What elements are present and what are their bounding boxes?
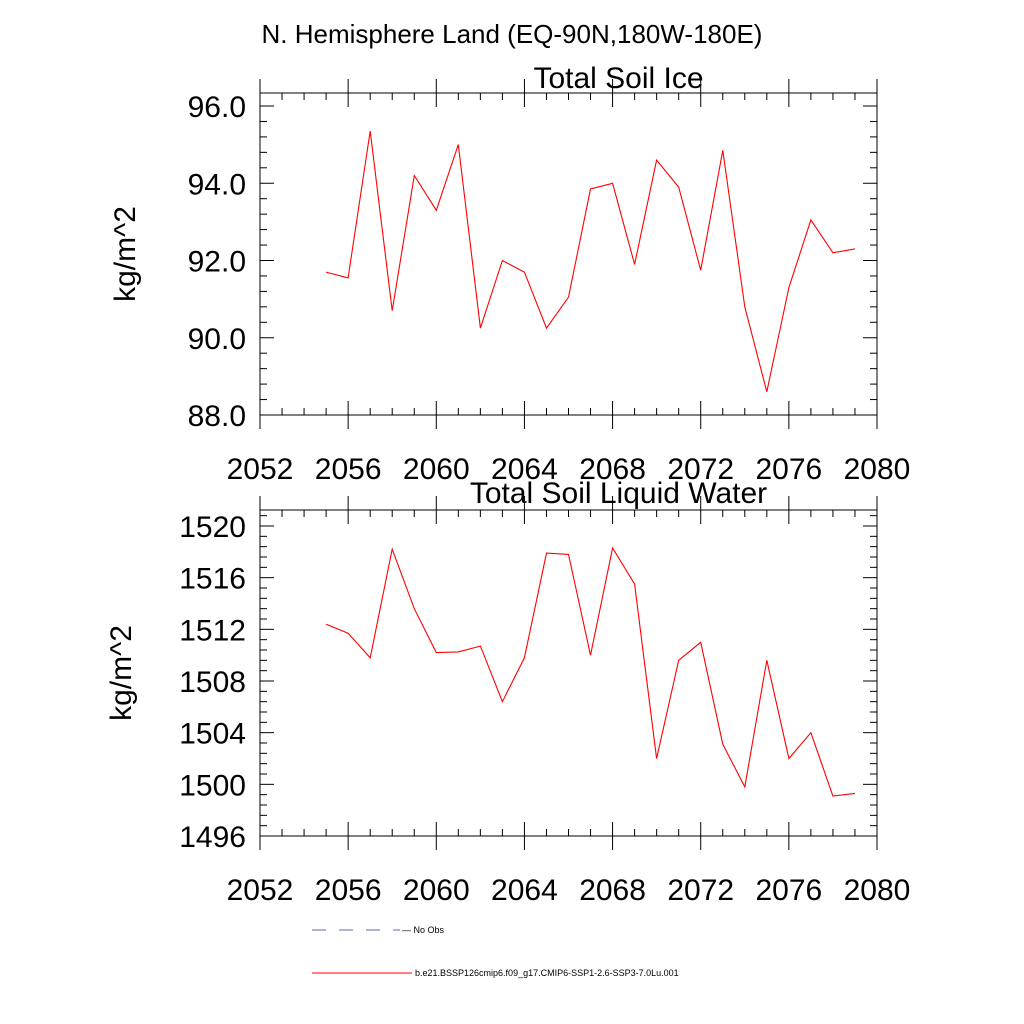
x-tick-label: 2060 — [403, 874, 470, 907]
y-tick-label: 1500 — [179, 769, 246, 802]
x-tick-label: 2068 — [579, 453, 646, 486]
y-tick-label: 92.0 — [188, 246, 246, 279]
legend-label-no-obs: — No Obs — [402, 925, 445, 935]
legend: — No Obs b.e21.BSSP126cmip6.f09_g17.CMIP6… — [312, 925, 679, 978]
x-tick-label: 2068 — [579, 874, 646, 907]
x-tick-label: 2076 — [755, 874, 822, 907]
chart-panels: Total Soil Ice kg/m^2 88.0 90.0 92.0 94.0 96.0… — [105, 62, 910, 907]
plot-frame — [259, 92, 878, 416]
x-tick-label: 2076 — [755, 453, 822, 486]
x-tick-label: 2056 — [315, 453, 382, 486]
y-tick-label: 1512 — [179, 614, 246, 647]
y-tick-label: 1520 — [179, 511, 246, 544]
x-tick-label: 2064 — [491, 453, 558, 486]
y-axis-label: kg/m^2 — [105, 625, 138, 721]
chart-panel-1: Total Soil Ice kg/m^2 88.0 90.0 92.0 94.0 96.0… — [109, 62, 910, 486]
data-line-series-1 — [325, 546, 856, 797]
figure-title: N. Hemisphere Land (EQ-90N,180W-180E) — [262, 19, 763, 49]
y-tick-label: 90.0 — [188, 323, 246, 356]
y-tick-label: 88.0 — [188, 400, 246, 433]
legend-label-model: b.e21.BSSP126cmip6.f09_g17.CMIP6-SSP1-2.… — [415, 968, 679, 978]
y-tick-label: 1508 — [179, 666, 246, 699]
x-tick-label: 2052 — [227, 874, 294, 907]
x-tick-label: 2072 — [667, 453, 734, 486]
plot-frame — [259, 509, 878, 837]
data-line-series-1 — [325, 131, 856, 392]
x-tick-label: 2072 — [667, 874, 734, 907]
y-tick-label: 1496 — [179, 821, 246, 854]
y-tick-label: 94.0 — [188, 168, 246, 201]
x-tick-label: 2056 — [315, 874, 382, 907]
x-tick-label: 2060 — [403, 453, 470, 486]
x-tick-label: 2080 — [844, 874, 911, 907]
x-tick-label: 2052 — [227, 453, 294, 486]
y-tick-label: 1516 — [179, 563, 246, 596]
chart-panel-2: Total Soil Liquid Water kg/m^2 1496 1500 150… — [105, 477, 910, 907]
y-tick-label: 96.0 — [188, 91, 246, 124]
x-tick-label: 2080 — [844, 453, 911, 486]
chart-title: Total Soil Liquid Water — [470, 477, 767, 510]
y-axis-label: kg/m^2 — [109, 206, 142, 302]
y-tick-label: 1504 — [179, 718, 246, 751]
x-tick-label: 2064 — [491, 874, 558, 907]
chart-title: Total Soil Ice — [533, 62, 703, 95]
